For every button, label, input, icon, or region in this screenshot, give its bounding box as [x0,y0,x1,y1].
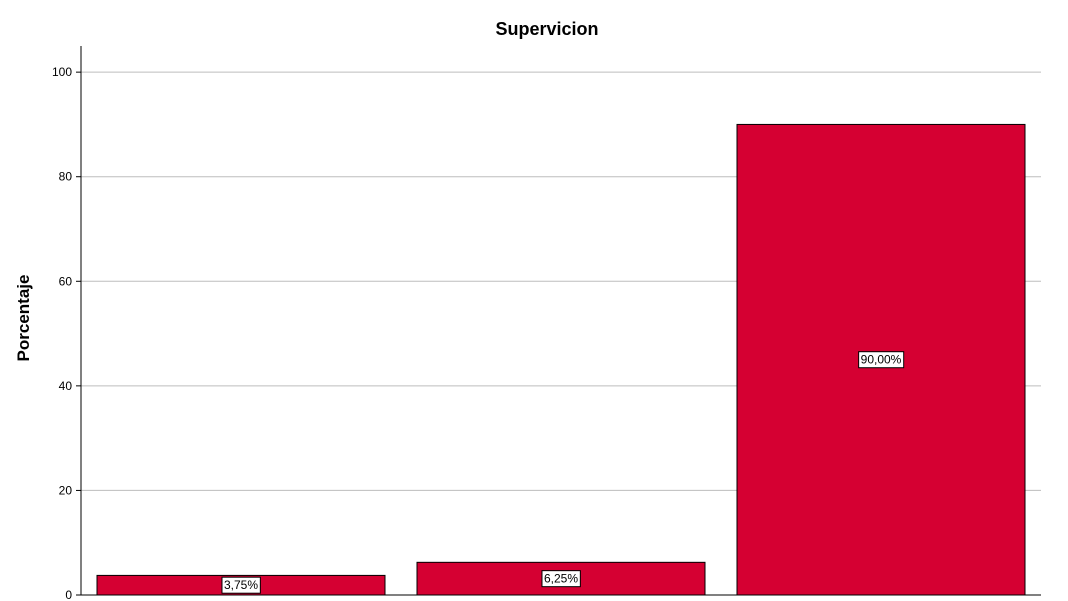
data-label-text: 90,00% [861,353,902,367]
y-tick-label: 40 [59,379,73,393]
y-axis-ticks: 0 20 40 60 80 100 [52,65,81,601]
data-label-text: 3,75% [224,578,258,592]
data-label: 6,25% [541,570,581,588]
data-label-box [858,351,905,369]
y-tick-label: 80 [59,170,73,184]
y-tick-label: 0 [65,588,72,601]
y-tick-label: 20 [59,483,73,497]
chart-title: Supervicion [495,19,598,39]
axes [80,46,1041,596]
data-label: 3,75% [221,576,261,594]
y-axis-label: Porcentaje [14,275,33,362]
data-label: 90,00% [858,351,905,369]
data-labels: 3,75% 6,25% 90,00% [221,351,905,594]
data-label-box [541,570,581,588]
y-tick-label: 60 [59,274,73,288]
data-label-text: 6,25% [544,572,578,586]
y-tick-label: 100 [52,65,72,79]
data-label-box [221,576,261,594]
